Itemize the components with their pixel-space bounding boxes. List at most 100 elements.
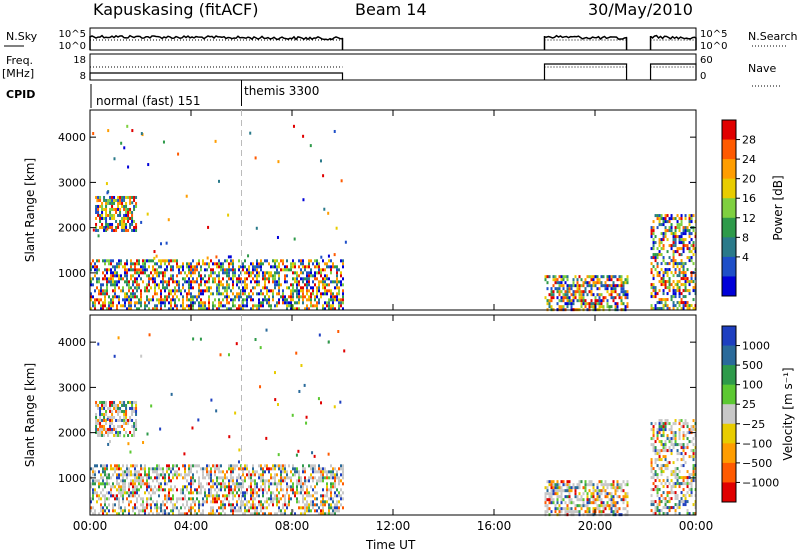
velocity-panel-cell — [162, 503, 164, 507]
power-panel-cell — [128, 295, 130, 299]
velocity-panel-cell — [688, 488, 691, 492]
power-panel-cell — [126, 259, 128, 263]
velocity-panel-cell — [115, 409, 118, 413]
power-panel-cell — [298, 265, 300, 269]
power-panel-cell — [580, 302, 583, 306]
velocity-panel-cell — [119, 433, 122, 437]
velocity-panel-cell — [170, 500, 172, 504]
power-panel-cell — [578, 287, 581, 291]
velocity-panel-cell — [192, 506, 194, 510]
velocity-panel-cell — [109, 406, 112, 410]
power-panel-cell — [546, 287, 549, 291]
power-panel-cell — [110, 304, 112, 308]
power-panel-cell — [194, 265, 196, 269]
power-panel-cell — [616, 302, 619, 306]
velocity-panel-cell — [578, 486, 581, 490]
velocity-panel-cell — [104, 470, 106, 474]
power-panel-cell — [226, 301, 228, 305]
power-panel-cell — [140, 265, 142, 269]
velocity-panel-cell — [684, 503, 687, 507]
power-panel-cell — [584, 281, 587, 285]
velocity-panel-cell — [126, 464, 128, 468]
power-panel-cell — [98, 292, 100, 296]
power-panel-cell — [582, 290, 585, 294]
velocity-panel-cell — [654, 452, 657, 456]
velocity-panel-cell — [164, 503, 166, 507]
power-panel-cell — [142, 259, 144, 263]
velocity-panel-cell — [96, 464, 98, 468]
power-panel-cell — [106, 307, 108, 311]
power-panel-cell — [164, 259, 166, 263]
power-panel-cell — [340, 259, 342, 263]
velocity-panel-cell — [108, 473, 110, 477]
velocity-panel-cell — [334, 512, 336, 516]
velocity-panel-cell — [686, 476, 689, 480]
velocity-panel-cell — [150, 467, 152, 471]
power-panel-cell — [596, 287, 599, 291]
power-panel-cell — [174, 298, 176, 302]
power-panel-cell — [680, 307, 683, 311]
power-panel-cell — [198, 262, 200, 266]
velocity-panel-cell — [180, 506, 182, 510]
power-panel-cell — [568, 302, 571, 306]
velocity-panel-cell — [117, 403, 120, 407]
power-panel-cell — [692, 307, 695, 311]
power-panel-cell — [624, 278, 627, 282]
velocity-panel-cell — [598, 507, 601, 511]
velocity-panel-cell — [135, 412, 138, 416]
velocity-panel-cell — [92, 497, 94, 501]
power-panel-cell — [172, 298, 174, 302]
power-panel-cell — [668, 256, 671, 260]
power-panel-cell — [570, 302, 573, 306]
power-panel-cell — [576, 278, 579, 282]
power-panel-cell — [168, 295, 170, 299]
power-panel-cell — [100, 286, 102, 290]
power-panel-cell — [548, 299, 551, 303]
velocity-panel-cell — [622, 480, 625, 484]
power-panel-cell — [210, 274, 212, 278]
velocity-panel-cell — [224, 482, 226, 486]
velocity-panel-cell — [292, 485, 294, 489]
velocity-panel-cell — [266, 467, 268, 471]
power-panel-cell — [190, 292, 192, 296]
power-panel-cell — [146, 286, 148, 290]
power-panel-cell — [262, 286, 264, 290]
velocity-panel-cell — [340, 494, 342, 498]
power-panel-cell — [103, 228, 106, 232]
power-panel-cell — [319, 159, 322, 163]
velocity-panel-cell — [184, 512, 186, 516]
power-panel-cell — [208, 298, 210, 302]
velocity-panel-cell — [330, 494, 332, 498]
power-panel-cell — [676, 286, 679, 290]
velocity-panel-cell — [548, 492, 551, 496]
power-panel-cell — [258, 298, 260, 302]
velocity-panel-cell — [230, 473, 232, 477]
velocity-panel-cell — [682, 425, 685, 429]
velocity-panel-cell — [210, 506, 212, 510]
power-panel-cell — [272, 280, 274, 284]
power-panel-cell — [144, 307, 146, 311]
velocity-panel-cell — [150, 476, 152, 480]
power-panel-cell — [268, 271, 270, 275]
power-panel-cell — [322, 277, 324, 281]
power-panel-cell — [178, 271, 180, 275]
velocity-panel-cell — [144, 467, 146, 471]
velocity-panel-cell — [166, 494, 168, 498]
velocity-panel-cell — [326, 512, 328, 516]
power-panel-cell — [250, 289, 252, 293]
power-panel-cell — [140, 132, 143, 136]
velocity-panel-cell — [103, 415, 106, 419]
velocity-panel-cell — [664, 512, 667, 516]
power-panel-cell — [202, 262, 204, 266]
power-panel-cell — [562, 278, 565, 282]
power-panel-cell — [664, 262, 667, 266]
velocity-panel-cell — [92, 482, 94, 486]
power-panel-cell — [578, 296, 581, 300]
power-panel-cell — [342, 277, 344, 281]
velocity-panel-cell — [222, 509, 224, 513]
power-panel-cell — [298, 259, 300, 263]
power-panel-cell — [130, 274, 132, 278]
power-panel-cell — [95, 225, 98, 229]
power-panel-cell — [134, 277, 136, 281]
velocity-panel-cell — [274, 398, 277, 402]
